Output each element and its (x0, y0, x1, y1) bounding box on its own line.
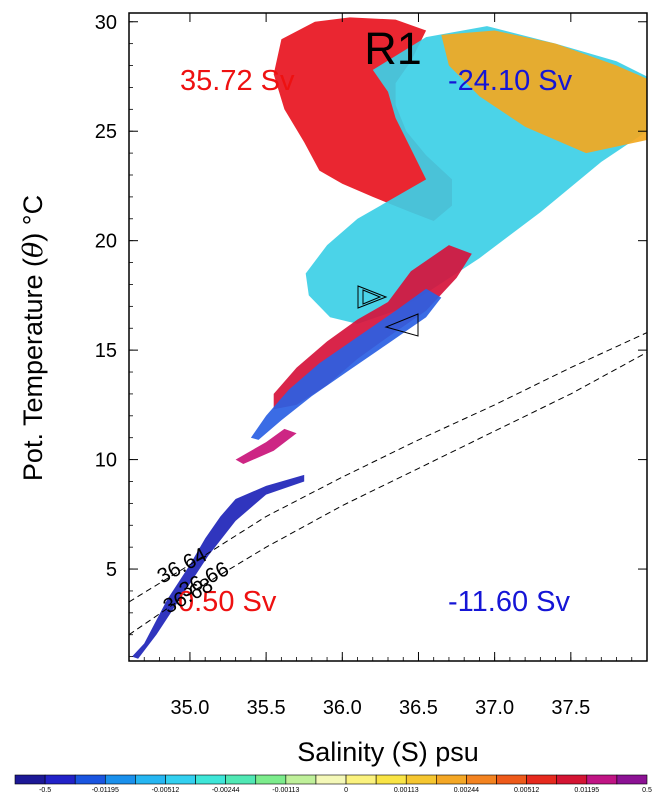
colorbar-label: 0.00113 (394, 787, 419, 794)
colorbar-label: -0.00512 (152, 787, 180, 794)
colorbar-swatch (526, 774, 558, 785)
colorbar-swatch (195, 774, 226, 785)
x-tick-label: 36.0 (323, 697, 362, 719)
x-tick-label: 36.5 (399, 697, 438, 719)
y-tick-label: 10 (95, 450, 117, 472)
colorbar-swatch (405, 774, 437, 785)
colorbar-label: -0.01195 (92, 787, 119, 794)
region-intermediate-positive (235, 428, 297, 464)
transport-upper-left: 35.72 Sv (180, 65, 295, 97)
colorbar-swatch (616, 774, 648, 785)
flow-arrow-left (384, 313, 419, 337)
colorbar-swatch (165, 774, 196, 785)
x-tick-label: 37.5 (551, 697, 590, 719)
colorbar-swatch (375, 774, 407, 785)
region-deep-negative (132, 474, 305, 659)
colorbar-swatch (315, 774, 347, 785)
colorbar-swatch (345, 774, 377, 785)
colorbar-swatch (104, 774, 136, 785)
chart-title: R1 (364, 23, 422, 74)
y-tick-label: 25 (95, 121, 117, 143)
colorbar-label: -0.5 (39, 787, 51, 794)
y-tick-label: 15 (95, 340, 117, 362)
colorbar-swatch (285, 774, 317, 785)
colorbar-swatch (225, 774, 257, 785)
colorbar-label: 0.01195 (574, 787, 599, 794)
y-tick-label: 5 (106, 559, 117, 581)
colorbar-label: 0.00244 (454, 787, 479, 794)
transport-upper-right: -24.10 Sv (448, 65, 573, 97)
colorbar-label: 0.00512 (514, 787, 539, 794)
x-tick-label: 35.0 (170, 697, 209, 719)
colorbar-swatch (556, 774, 588, 785)
colorbar-label: -0.00113 (272, 787, 299, 794)
colorbar-label: -0.00244 (212, 787, 240, 794)
colorbar-swatch (586, 774, 618, 785)
colorbar-swatch (436, 774, 467, 785)
y-axis-ticks: 5 10 15 20 25 30 (95, 12, 647, 658)
transport-lower-left: 0.50 Sv (178, 586, 277, 618)
density-contour-2 (129, 351, 647, 636)
colorbar-swatch (496, 774, 527, 785)
colorbar-swatch (466, 774, 497, 785)
y-axis-title: Pot. Temperature (θ) °C (18, 195, 49, 481)
colorbar-label: 0.5 (642, 787, 652, 794)
colorbar-swatch (14, 774, 46, 785)
region-salty-surface-positive (441, 30, 647, 154)
x-tick-label: 37.0 (475, 697, 514, 719)
region-thermocline-negative (250, 288, 442, 440)
colorbar-swatch (44, 774, 76, 785)
colorbar-label: 0 (344, 787, 348, 794)
colorbar-swatch (135, 774, 166, 785)
region-warm-salty-positive (273, 17, 452, 222)
x-tick-label: 35.5 (247, 697, 286, 719)
x-axis-ticks: 35.0 35.5 36.0 36.5 37.0 37.5 (143, 13, 633, 719)
colorbar-swatch (255, 774, 287, 785)
density-contours (129, 332, 647, 636)
y-tick-label: 30 (95, 12, 117, 34)
heatmap-regions (132, 17, 647, 659)
colorbar: -0.5 -0.01195 -0.00512 -0.00244 -0.00113 0 0.0… (14, 774, 652, 794)
y-tick-label: 20 (95, 231, 117, 253)
flow-arrow-right (357, 285, 388, 309)
x-axis-title: Salinity (S) psu (297, 737, 479, 767)
colorbar-swatch (74, 774, 106, 785)
transport-lower-right: -11.60 Sv (448, 586, 570, 618)
